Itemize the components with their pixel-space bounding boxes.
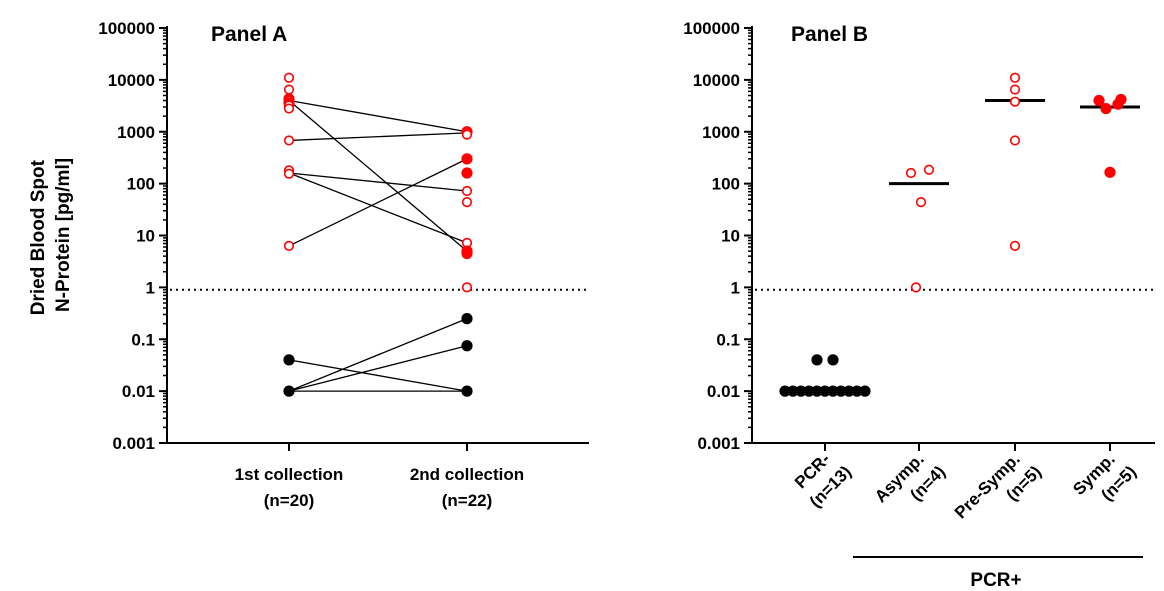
panel-a-x-tick-count: (n=20) (264, 491, 315, 510)
panel-b-x-tick-label: PCR-(n=13) (791, 449, 855, 511)
panel-a-pair-line (288, 172, 468, 244)
panel-a-y-label-line2: N-Protein [pg/ml] (53, 158, 74, 312)
panel-a-y-tick-label: 0.1 (131, 330, 155, 349)
panel-b-y-tick-label: 10000 (693, 71, 740, 90)
panel-a-pair-line (288, 359, 468, 392)
panel-a-pair-line (288, 100, 468, 252)
panel-a-point (461, 129, 473, 140)
panel-a-point (461, 340, 473, 352)
panel-a-y-tick-label: 10 (136, 227, 155, 246)
panel-a-y-label-line1: Dried Blood Spot (28, 159, 49, 315)
panel-a-y-axis-label: Dried Blood Spot N-Protein [pg/ml] (28, 155, 74, 315)
panel-b-point (1009, 135, 1021, 146)
panel-a-point (283, 135, 295, 146)
panel-a-point (283, 354, 295, 366)
panel-b-y-tick-label: 0.01 (707, 382, 740, 401)
panel-a-y-tick-label: 0.01 (122, 382, 155, 401)
panel-a-pair-line (288, 99, 468, 133)
panel-b-point (915, 197, 927, 208)
panel-a-point (461, 167, 473, 179)
panel-a-y-tick-label: 1 (146, 278, 155, 297)
panel-b-y-tick-label: 100 (712, 175, 740, 194)
panel-a-y-tick-label: 10000 (108, 71, 155, 90)
panel-b-point (1112, 98, 1124, 110)
panel-a-pair-line (288, 172, 468, 192)
panel-b-title: Panel B (791, 23, 868, 46)
panel-b-point (905, 167, 917, 179)
panel-a-x-tick-label: 1st collection (235, 465, 344, 484)
panel-a-point (283, 72, 295, 83)
panel-b-x-tick-label: Symp.(n=5) (1069, 449, 1140, 504)
panel-a-pair-line (288, 345, 468, 392)
panel-a-point (283, 84, 295, 95)
panel-a-point (461, 153, 473, 165)
panel-b-point (1104, 166, 1116, 178)
panel-b-y-tick-label: 0.1 (716, 330, 740, 349)
panel-b-point (1100, 102, 1112, 115)
panel-b-point (827, 354, 839, 366)
panel-b-y-axis: 0.001 0.01 0.1 1 10 100 1000 10000 100000 (683, 19, 753, 453)
panel-a-point (461, 282, 473, 293)
panel-b-x-tick-label: Asymp.(n=4) (871, 449, 949, 506)
panel-b-points (779, 72, 1127, 397)
panel-a-point (283, 240, 295, 252)
panel-a-point (283, 168, 295, 179)
panel-b-point (1009, 72, 1021, 83)
panel-a-title: Panel A (211, 23, 287, 46)
panel-a-points (283, 72, 473, 397)
panel-b-point (1009, 84, 1021, 95)
panel-b-x-tick-label: Pre-Symp.(n=5) (951, 449, 1045, 522)
panel-b-y-tick-label: 0.001 (697, 434, 740, 453)
panel-a-y-tick-label: 100 (127, 175, 155, 194)
panel-b-point (923, 164, 935, 175)
panel-b-point (859, 385, 871, 397)
panel-b-point (1009, 240, 1021, 252)
panel-b-x-axis: PCR-(n=13) Asymp.(n=4) Pre-Symp.(n=5) Symp.… (752, 442, 1155, 522)
panel-a-point (461, 247, 473, 260)
panel-b-point (1009, 96, 1021, 107)
panel-b-y-tick-label: 1 (731, 278, 740, 297)
panel-b-point (1093, 94, 1105, 107)
panel-a-point (461, 197, 473, 208)
panel-a-x-tick-label: 2nd collection (410, 465, 524, 484)
panel-a-point (461, 313, 473, 325)
panel-a-x-axis: 1st collection (n=20) 2nd collection (n=22) (167, 442, 589, 510)
panel-b-point (910, 282, 922, 293)
panel-b-y-tick-label: 10 (721, 227, 740, 246)
panel-a-y-tick-label: 0.001 (112, 434, 155, 453)
panel-a-y-tick-label: 100000 (98, 19, 155, 38)
panel-b-chart: Panel B 0.001 0.01 0.1 1 10 100 1000 10000 10000… (683, 19, 1155, 591)
panel-a-chart: Dried Blood Spot N-Protein [pg/ml] Panel… (28, 19, 589, 510)
panel-a-pair-line (288, 158, 468, 247)
panel-a-point (283, 103, 295, 114)
panel-a-y-axis: 0.001 0.01 0.1 1 10 100 1000 10000 100000 (98, 19, 168, 453)
panel-a-point (461, 185, 473, 197)
panel-b-y-tick-label: 100000 (683, 19, 740, 38)
panel-a-pair-line (288, 132, 468, 142)
panel-b-point (811, 354, 823, 366)
panel-a-point (461, 385, 473, 397)
panel-b-y-tick-label: 1000 (702, 123, 740, 142)
panel-a-pair-line (288, 318, 468, 392)
panel-a-pair-lines (288, 99, 468, 392)
panel-a-x-tick-count: (n=22) (442, 491, 493, 510)
panel-a-y-tick-label: 1000 (117, 123, 155, 142)
panel-b-pcr-plus-label: PCR+ (970, 570, 1021, 591)
panel-a-point (283, 385, 295, 397)
panel-b-point (779, 385, 791, 397)
